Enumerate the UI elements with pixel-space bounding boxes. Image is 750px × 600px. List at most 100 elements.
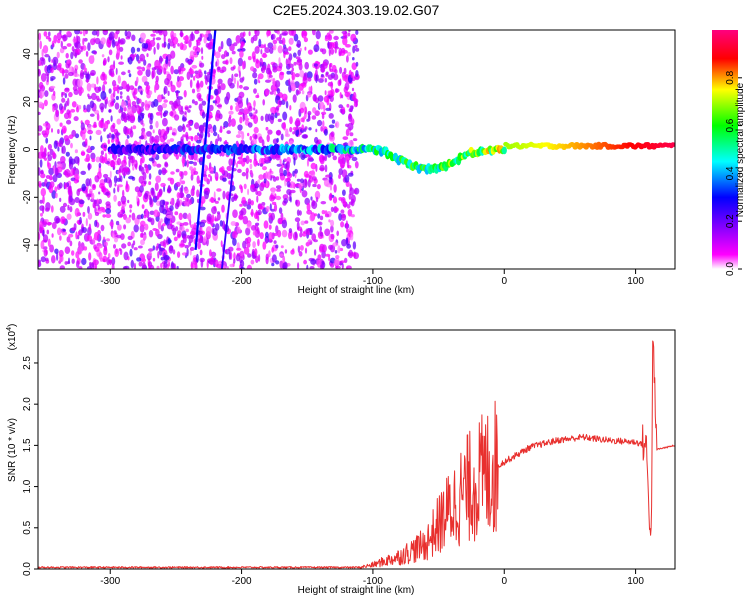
colorbar: 0.0 0.2 0.4 0.6 0.8 Normalized spectral ampl… <box>712 30 746 276</box>
noise-speck <box>235 134 242 139</box>
noise-speck <box>114 157 117 161</box>
noise-speck <box>118 61 124 65</box>
noise-speck <box>155 37 162 41</box>
noise-speck <box>89 100 95 109</box>
noise-speck <box>278 100 283 106</box>
noise-speck <box>140 38 145 43</box>
noise-speck <box>69 240 73 247</box>
noise-speck <box>94 37 101 45</box>
noise-speck <box>57 227 62 236</box>
noise-speck <box>167 42 171 50</box>
noise-speck <box>324 78 327 83</box>
noise-speck <box>193 75 196 81</box>
noise-speck <box>113 164 116 170</box>
noise-speck <box>225 249 227 254</box>
noise-speck <box>250 184 255 189</box>
noise-speck <box>347 51 351 57</box>
noise-speck <box>186 159 190 168</box>
noise-speck <box>201 111 206 119</box>
noise-speck <box>267 113 271 122</box>
noise-speck <box>42 229 45 237</box>
noise-speck <box>64 261 68 265</box>
colorbar-label: Normalized spectral amplitude <box>735 82 746 217</box>
noise-speck <box>177 251 181 258</box>
noise-speck <box>321 48 327 55</box>
noise-speck <box>337 245 341 254</box>
noise-speck <box>109 221 114 227</box>
noise-speck <box>127 69 131 74</box>
noise-speck <box>121 200 126 205</box>
noise-speck <box>184 111 187 115</box>
noise-speck <box>199 230 205 236</box>
noise-speck <box>119 213 124 218</box>
noise-speck <box>354 161 359 169</box>
noise-speck <box>265 205 270 213</box>
noise-speck <box>186 71 191 80</box>
noise-speck <box>46 229 50 235</box>
noise-speck <box>92 54 95 63</box>
noise-speck <box>145 68 151 78</box>
noise-speck <box>217 85 222 94</box>
noise-speck <box>111 39 116 48</box>
noise-speck <box>120 55 123 60</box>
noise-speck <box>160 256 165 261</box>
noise-speck <box>52 63 58 71</box>
noise-speck <box>150 33 156 37</box>
noise-speck <box>350 233 354 241</box>
noise-speck <box>335 255 340 259</box>
noise-speck <box>178 76 184 82</box>
noise-speck <box>338 174 341 179</box>
noise-speck <box>313 249 317 256</box>
noise-speck <box>276 30 280 35</box>
noise-speck <box>110 115 113 122</box>
noise-speck <box>40 256 46 263</box>
noise-speck <box>276 105 280 111</box>
noise-speck <box>51 190 57 199</box>
noise-speck <box>270 208 276 212</box>
noise-speck <box>254 248 258 257</box>
noise-speck <box>167 177 173 181</box>
noise-speck <box>38 261 41 266</box>
noise-speck <box>140 213 144 219</box>
noise-speck <box>346 228 349 233</box>
noise-speck <box>242 61 245 70</box>
noise-speck <box>289 105 292 111</box>
noise-speck <box>155 80 159 85</box>
noise-speck <box>107 56 110 63</box>
noise-speck <box>276 129 282 136</box>
noise-speck <box>112 80 117 87</box>
noise-speck <box>100 150 104 156</box>
noise-speck <box>283 198 289 204</box>
noise-speck <box>112 86 118 92</box>
noise-speck <box>77 230 80 237</box>
noise-speck <box>348 193 352 200</box>
noise-speck <box>272 62 278 69</box>
noise-speck <box>86 104 91 113</box>
noise-speck <box>200 196 206 204</box>
noise-speck <box>334 207 339 212</box>
noise-speck <box>210 196 215 203</box>
noise-speck <box>262 166 267 171</box>
noise-speck <box>213 88 219 96</box>
noise-speck <box>208 111 213 119</box>
noise-speck <box>165 56 169 65</box>
noise-speck <box>344 82 350 91</box>
noise-speck <box>148 181 152 186</box>
noise-speck <box>277 118 282 123</box>
noise-speck <box>45 127 50 136</box>
noise-speck <box>276 188 281 192</box>
noise-speck <box>91 92 97 101</box>
noise-speck <box>352 241 357 250</box>
noise-speck <box>156 163 162 168</box>
noise-speck <box>129 248 133 257</box>
noise-speck <box>117 200 122 207</box>
noise-speck <box>123 125 128 135</box>
noise-speck <box>132 125 137 130</box>
noise-speck <box>118 36 121 45</box>
noise-speck <box>269 91 274 95</box>
noise-speck <box>163 87 166 96</box>
noise-speck <box>49 174 53 181</box>
noise-speck <box>251 138 257 146</box>
noise-speck <box>220 40 224 50</box>
noise-speck <box>242 31 246 37</box>
